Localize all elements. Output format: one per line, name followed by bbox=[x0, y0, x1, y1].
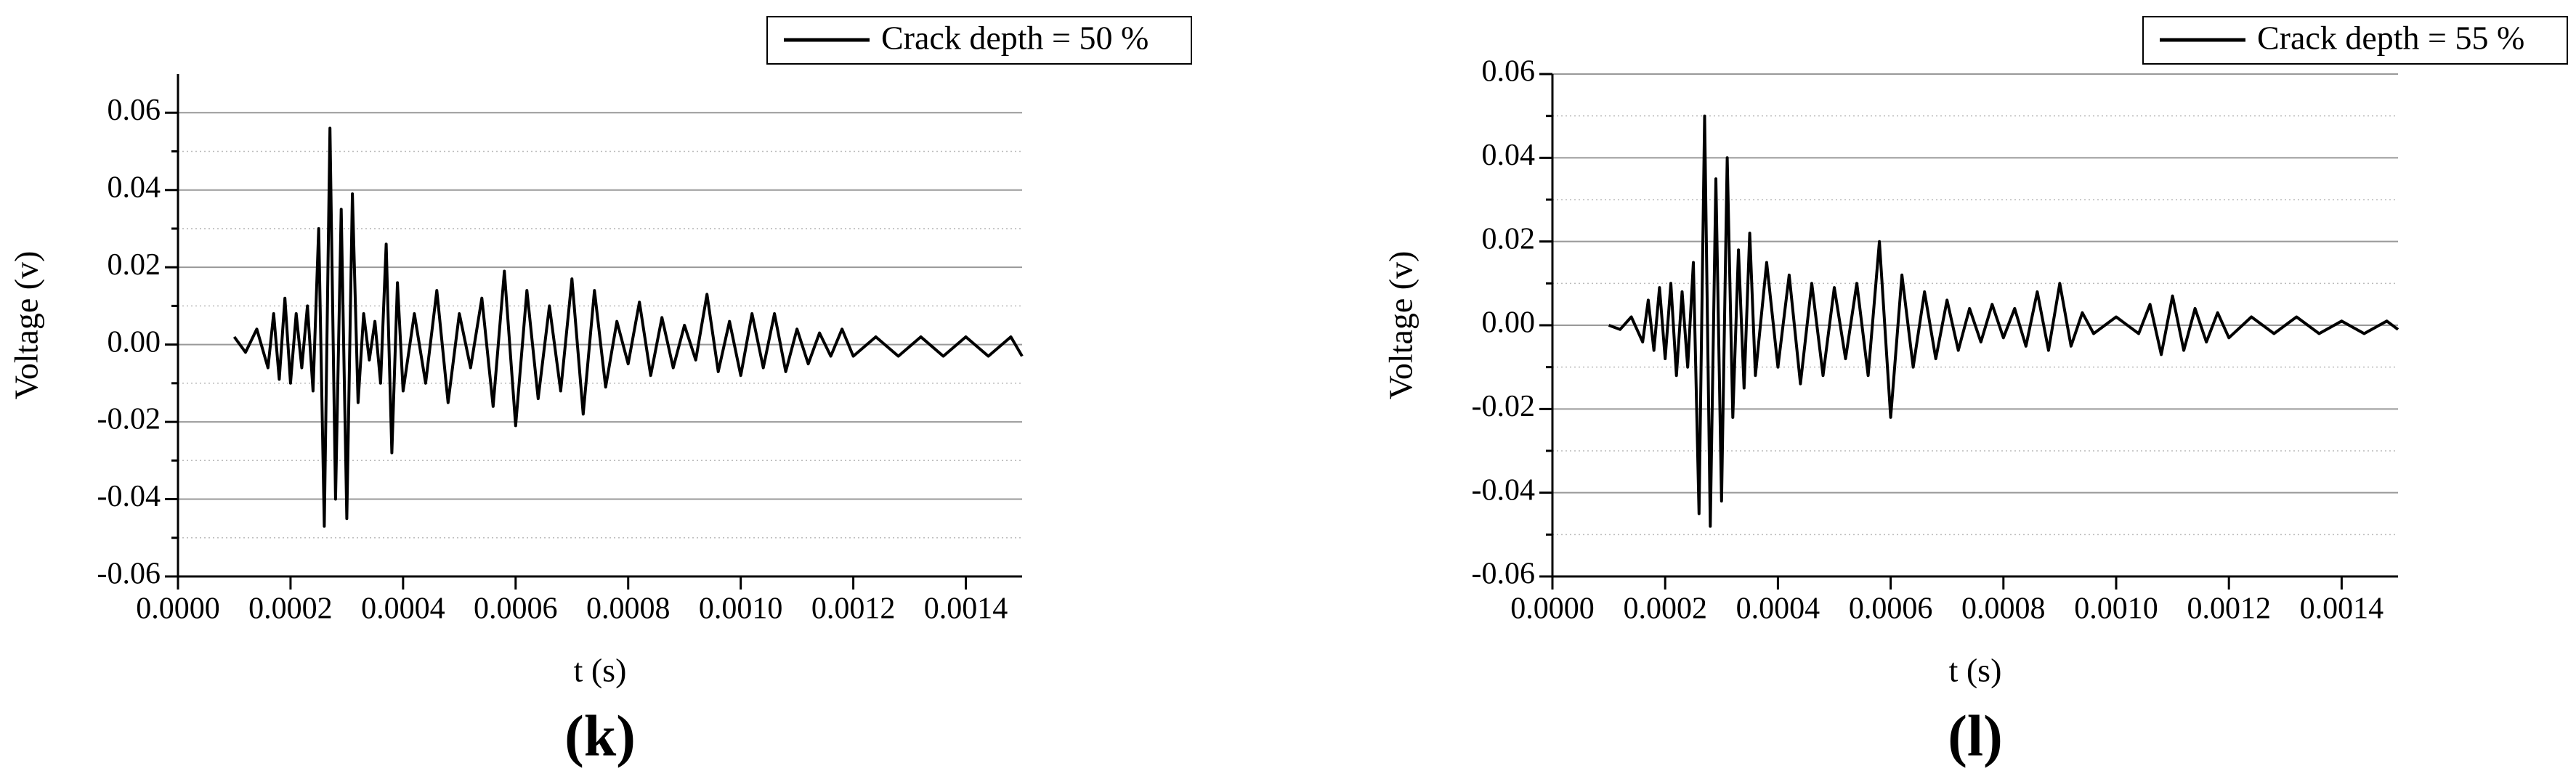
x-tick-label: 0.0008 bbox=[1961, 592, 2046, 626]
panel-label: (l) bbox=[1948, 704, 2003, 768]
x-tick-label: 0.0014 bbox=[2300, 592, 2384, 626]
x-tick-label: 0.0006 bbox=[474, 592, 558, 626]
x-tick-label: 0.0010 bbox=[699, 592, 783, 626]
series-line bbox=[1608, 114, 2399, 528]
y-tick-label: -0.04 bbox=[97, 480, 161, 513]
x-tick-label: 0.0004 bbox=[1736, 592, 1820, 626]
y-tick-label: 0.02 bbox=[1482, 222, 1536, 256]
x-tick-label: 0.0014 bbox=[924, 592, 1008, 626]
x-tick-label: 0.0012 bbox=[811, 592, 896, 626]
y-tick-label: 0.04 bbox=[1482, 139, 1536, 172]
y-tick-label: 0.02 bbox=[108, 248, 161, 282]
y-tick-label: 0.06 bbox=[1482, 55, 1536, 89]
x-axis-title: t (s) bbox=[1949, 652, 2002, 689]
y-tick-label: -0.02 bbox=[97, 403, 161, 436]
series-line bbox=[232, 126, 1024, 528]
x-tick-label: 0.0012 bbox=[2187, 592, 2271, 626]
x-tick-label: 0.0010 bbox=[2074, 592, 2158, 626]
y-tick-label: -0.04 bbox=[1472, 473, 1536, 507]
legend-label: Crack depth = 55 % bbox=[2257, 20, 2524, 57]
y-tick-label: -0.02 bbox=[1472, 390, 1536, 423]
x-tick-label: 0.0004 bbox=[361, 592, 445, 626]
x-tick-label: 0.0008 bbox=[586, 592, 671, 626]
y-axis-title: Voltage (v) bbox=[1382, 251, 1419, 400]
x-tick-label: 0.0002 bbox=[248, 592, 333, 626]
x-axis-title: t (s) bbox=[574, 652, 627, 689]
x-tick-label: 0.0006 bbox=[1849, 592, 1933, 626]
y-tick-label: 0.00 bbox=[1482, 306, 1536, 340]
x-tick-label: 0.0000 bbox=[1510, 592, 1595, 626]
x-tick-label: 0.0002 bbox=[1623, 592, 1707, 626]
y-tick-label: -0.06 bbox=[97, 558, 161, 591]
y-tick-label: 0.06 bbox=[108, 94, 161, 127]
y-tick-label: 0.04 bbox=[108, 171, 161, 204]
legend-label: Crack depth = 50 % bbox=[881, 20, 1149, 57]
panel-label: (k) bbox=[564, 704, 636, 768]
y-tick-label: -0.06 bbox=[1472, 558, 1536, 591]
y-tick-label: 0.00 bbox=[108, 325, 161, 359]
x-tick-label: 0.0000 bbox=[136, 592, 220, 626]
y-axis-title: Voltage (v) bbox=[8, 251, 45, 400]
